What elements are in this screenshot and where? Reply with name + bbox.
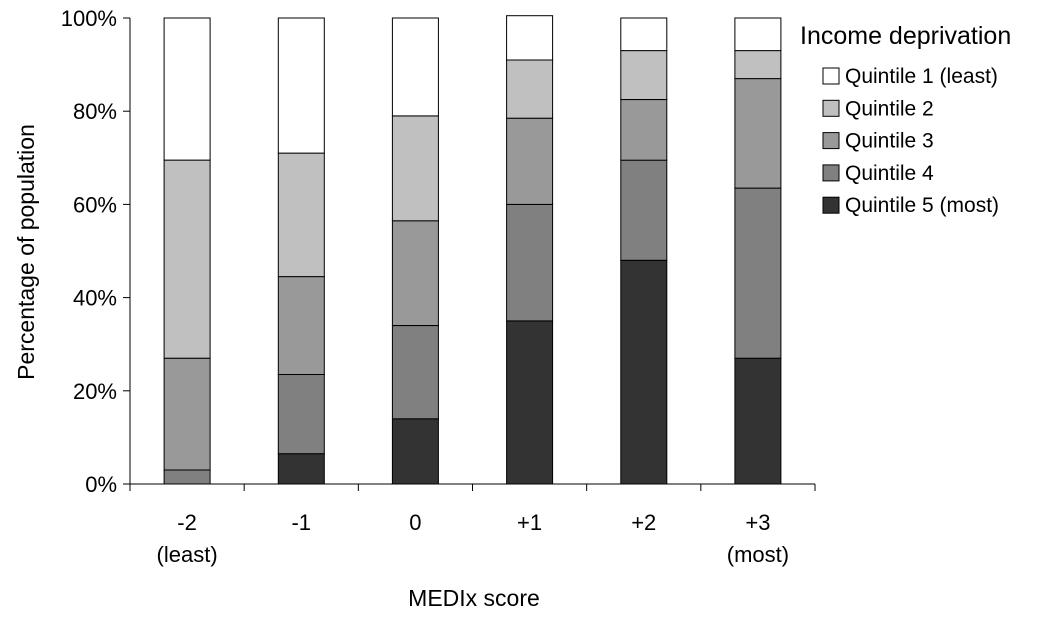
legend-label: Quintile 5 (most) [845,194,999,217]
y-tick-label: 40% [73,286,117,311]
bar-segment-4-series-2 [506,203,554,322]
bar-segment-6-series-3 [734,78,782,189]
y-tick-label: 0% [85,472,117,497]
x-tick-label: +3 [745,510,770,535]
x-tick-label: (most) [727,542,789,567]
x-tick-label: -2 [177,510,197,535]
x-tick-label: +2 [631,510,656,535]
x-axis-title: MEDIx score [408,585,540,611]
legend-label: Quintile 1 (least) [845,65,998,88]
bar-segment-3-series-1 [391,418,439,485]
legend-title: Income deprivation [800,22,1011,50]
x-tick-label: -1 [291,510,311,535]
bar-segment-5-series-4 [620,50,668,100]
y-axis: 0% 20% 40% 60% 80% 100% [61,6,131,497]
legend-label: Quintile 4 [845,162,934,185]
bar-segment-2-series-4 [277,152,325,278]
bar-segment-1-series-5 [163,17,211,161]
bar-segment-1-series-4 [163,159,211,359]
bar-segment-6-series-4 [734,50,782,80]
x-tick-label: (least) [157,542,218,567]
bar-segment-3-series-5 [391,17,439,117]
legend-swatch [822,67,840,85]
legend-swatch [822,196,840,214]
bar-segment-6-series-5 [734,17,782,52]
legend-label: Quintile 3 [845,130,934,153]
y-tick-label: 80% [73,99,117,124]
x-axis: -2 (least) -1 0 +1 +2 +3 (most) [129,483,816,567]
bar-segment-4-series-1 [506,320,554,485]
bar-segment-6-series-1 [734,357,782,485]
bar-segment-4-series-4 [506,59,554,119]
bar-segment-3-series-3 [391,220,439,326]
legend-label: Quintile 2 [845,97,934,120]
legend: Income deprivation Quintile 1 (least) Qui… [800,22,1011,217]
bar-segment-2-series-1 [277,453,325,485]
bar-segment-5-series-5 [620,17,668,52]
y-tick-label: 100% [61,6,117,31]
bar-segment-5-series-1 [620,259,668,485]
bar-segment-2-series-2 [277,374,325,455]
legend-swatch [822,99,840,117]
bar-segment-5-series-3 [620,99,668,161]
y-axis-title: Percentage of population [13,124,39,380]
bar-segment-4-series-3 [506,117,554,205]
bar-segment-3-series-4 [391,115,439,222]
bar-group [163,15,782,485]
legend-swatch [822,132,840,150]
bar-segment-2-series-3 [277,276,325,376]
bar-segment-1-series-2 [163,469,211,485]
legend-swatch [822,164,840,182]
bar-segment-6-series-2 [734,187,782,359]
x-tick-label: 0 [409,510,421,535]
bar-segment-4-series-5 [506,15,554,61]
bar-segment-2-series-5 [277,17,325,154]
y-tick-label: 60% [73,192,117,217]
bar-segment-3-series-2 [391,325,439,420]
x-tick-label: +1 [517,510,542,535]
y-tick-label: 20% [73,379,117,404]
bar-segment-5-series-2 [620,159,668,261]
bar-segment-1-series-3 [163,357,211,471]
